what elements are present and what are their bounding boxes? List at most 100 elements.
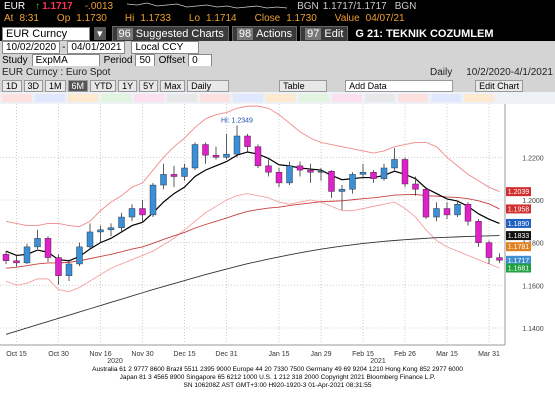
range-button[interactable]: 1D [2, 79, 22, 92]
price-label-box [506, 204, 531, 214]
candle-body [422, 189, 430, 218]
range-button[interactable]: 6M [67, 79, 89, 92]
y-tick-label: 1.1600 [522, 283, 544, 290]
bid-ask: 1.1717/1.1717 [322, 0, 387, 12]
candle-body [475, 221, 482, 243]
candle-body [160, 174, 167, 186]
range-button[interactable]: YTD [90, 79, 117, 92]
candle-body [23, 246, 31, 264]
high-annotation: Hi: 1.2349 [221, 118, 253, 125]
table-button[interactable]: Table [279, 79, 328, 92]
offset-label: Offset [158, 54, 186, 66]
indicator-line [5, 235, 500, 335]
candle-body [338, 189, 346, 192]
toolbar: EUR Curncy ▾ 96 Suggested Charts 98 Actions… [0, 25, 555, 42]
range-row: 10/02/2020 - 04/01/2021 Local CCY [0, 41, 555, 54]
at-label: At [4, 12, 14, 24]
y-tick-label: 1.1400 [522, 326, 544, 333]
range-button[interactable]: 3D [23, 79, 44, 92]
candle-body [34, 238, 41, 248]
currency-select[interactable]: Local CCY [131, 41, 200, 54]
high: 1.1733 [140, 12, 171, 24]
candle-body [44, 238, 52, 258]
chart-subtitle: EUR Curncy : Euro Spot [2, 67, 111, 78]
price-label: 1.1958 [508, 206, 530, 213]
high-label: Hi [124, 12, 135, 24]
y-tick-label: 1.1800 [522, 241, 544, 248]
security-input[interactable]: EUR Curncy [2, 26, 90, 41]
x-tick-label: Feb 15 [352, 351, 374, 358]
toolbar-button[interactable]: 98 Actions [231, 25, 298, 42]
offset[interactable]: 0 [188, 53, 213, 67]
study-name[interactable]: ExpMA [31, 53, 100, 67]
candle-body [412, 183, 419, 190]
period[interactable]: 50 [135, 53, 155, 67]
button-code: 98 [236, 27, 254, 40]
add-data[interactable]: Add Data [345, 79, 454, 92]
candle-body [76, 246, 83, 265]
open: 1.1730 [76, 12, 107, 24]
button-code: 96 [116, 27, 133, 40]
candle-body [359, 172, 367, 175]
range-button[interactable]: 5Y [139, 79, 159, 92]
candle-body [328, 170, 335, 192]
candle-body [149, 184, 157, 216]
edit-chart[interactable]: Edit Chart [475, 79, 524, 92]
price-label-box [506, 242, 531, 252]
end-date[interactable]: 04/01/2021 [67, 41, 126, 54]
candle-body [391, 159, 398, 169]
candle-body [296, 165, 304, 171]
price-label: 1.1781 [508, 244, 530, 251]
price-label-box [506, 231, 531, 241]
price-label-box [506, 187, 531, 197]
range-button[interactable]: 1Y [118, 79, 138, 92]
range-button[interactable]: 1M [45, 79, 66, 92]
candle-body [97, 229, 104, 233]
x-tick-label: Oct 30 [48, 351, 69, 358]
candle-body [401, 159, 409, 185]
candle-body [265, 165, 272, 173]
y-tick-label: 1.2000 [522, 198, 544, 205]
time: 8:31 [19, 12, 39, 24]
candle-body [496, 257, 503, 261]
candle-body [244, 135, 251, 147]
date-range: 10/2/2020-4/1/2021 [466, 67, 553, 78]
footer-line: Japan 81 3 4565 8900 Singapore 65 6212 1… [119, 374, 436, 381]
price-label: 1.1890 [508, 221, 530, 228]
range-button[interactable]: Max [160, 79, 186, 92]
start-date[interactable]: 10/02/2020 [2, 41, 61, 54]
last-price: 1.1717 [42, 0, 73, 12]
candle-body [13, 260, 20, 264]
page-title[interactable]: G 21: TEKNIK COZUMLEM [355, 27, 494, 40]
ask-source: BGN [394, 0, 417, 12]
x-tick-label: Mar 15 [436, 351, 458, 358]
price-label-box [506, 263, 531, 273]
button-label: Suggested Charts [135, 27, 224, 40]
toolbar-button[interactable]: 97 Edit [300, 25, 349, 42]
chart: 2020 2021 1.1400 1.1600 1.1800 1.2000 1.2200… [0, 92, 555, 366]
indicator-line [5, 151, 500, 262]
candle-body [233, 135, 241, 155]
candle-body [317, 170, 325, 173]
value-label: Value [334, 12, 360, 24]
candle-body [254, 146, 262, 167]
candle-body [275, 172, 283, 184]
period-label: Period [103, 54, 133, 66]
frequency-menu[interactable]: Daily [187, 79, 230, 92]
x-tick-label: Nov 16 [89, 351, 111, 358]
candle-body [485, 242, 493, 258]
toolbar-button[interactable]: 96 Suggested Charts [111, 25, 229, 42]
footer-line: Australia 61 2 9777 8600 Brazil 5511 239… [92, 366, 463, 373]
footer-line: SN 106208Z AST GMT+3:00 H920-1920-3 01-A… [183, 382, 372, 389]
candle-body [2, 254, 10, 261]
low-label: Lo [188, 12, 201, 24]
price-label: 1.1681 [508, 266, 530, 273]
candle-body [139, 208, 146, 216]
frequency: Daily [430, 67, 453, 78]
candle-body [454, 204, 461, 216]
candle-body [307, 169, 314, 173]
date-separator: - [62, 42, 66, 53]
price-label: 1.2039 [508, 189, 530, 196]
close: 1.1730 [286, 12, 317, 24]
menu-icon[interactable]: ▾ [94, 27, 106, 40]
